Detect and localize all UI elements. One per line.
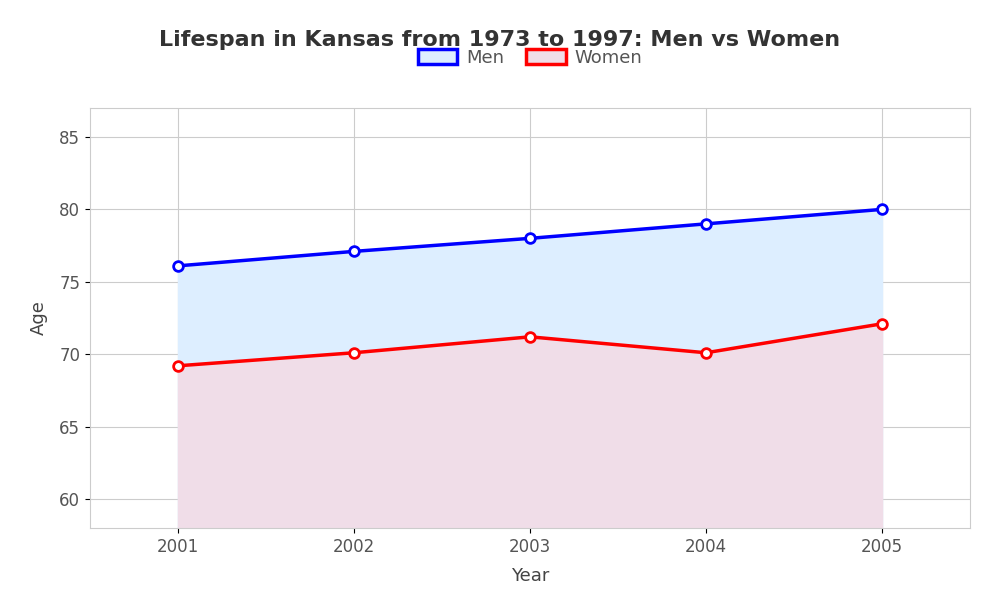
Text: Lifespan in Kansas from 1973 to 1997: Men vs Women: Lifespan in Kansas from 1973 to 1997: Me… — [159, 30, 841, 50]
Y-axis label: Age: Age — [30, 301, 48, 335]
X-axis label: Year: Year — [511, 567, 549, 585]
Legend: Men, Women: Men, Women — [410, 41, 650, 74]
